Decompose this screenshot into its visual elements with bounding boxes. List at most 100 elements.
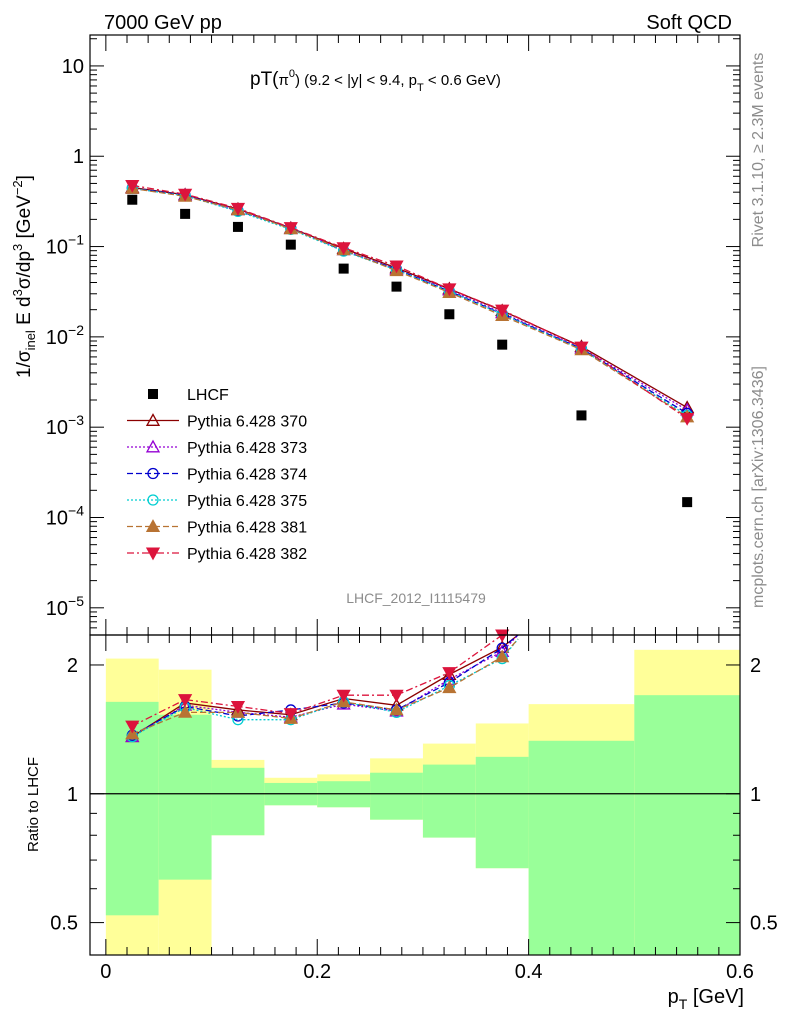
x-tick-label: 0.2	[303, 961, 331, 983]
x-axis-label: pT [GeV]	[668, 986, 744, 1012]
series-6-point	[283, 222, 298, 235]
legend-marker-2	[145, 439, 161, 453]
series-6-point	[336, 242, 351, 256]
main-plot-frame	[89, 34, 741, 636]
series-6-point	[178, 188, 193, 202]
legend-marker-3	[147, 467, 159, 480]
ratio-series-6-point	[442, 667, 457, 680]
x-tick-label: 0.4	[515, 961, 543, 983]
main-y-tick-label: 10−3	[46, 412, 84, 439]
series-6-point	[125, 179, 140, 193]
series-line-3	[132, 187, 688, 414]
legend-entry-5: Pythia 6.428 381	[127, 519, 307, 537]
legend-label-5: Pythia 6.428 381	[187, 520, 307, 537]
legend-marker-1	[145, 413, 161, 426]
main-y-tick-label: 10	[62, 56, 84, 78]
data-point	[682, 497, 693, 508]
legend-entry-4: Pythia 6.428 375	[127, 493, 307, 510]
series-line-2	[132, 187, 688, 411]
data-point	[576, 410, 587, 421]
data-point	[180, 208, 191, 219]
legend-label-data: LHCF	[187, 387, 229, 404]
rivet-info-label: Rivet 3.1.10, ≥ 2.3M events	[750, 53, 767, 248]
legend-entry-1: Pythia 6.428 370	[127, 413, 307, 431]
y-axis-label: 1/σinel E d3σ/dp3 [GeV−2]	[10, 175, 38, 378]
legend: LHCF Pythia 6.428 370 Pythia 6.428 373 Pyth…	[127, 387, 307, 563]
band-green	[158, 714, 212, 880]
ratio-series-6-point	[283, 708, 298, 721]
ratio-series-5-point	[178, 705, 193, 718]
series-line-1	[132, 186, 688, 409]
band-green	[370, 772, 423, 820]
header-right-label: Soft QCD	[646, 12, 732, 34]
axis-ticks	[90, 35, 741, 955]
ratio-series-line-2	[131, 634, 519, 738]
data-point	[497, 339, 508, 350]
legend-marker-4	[147, 494, 159, 506]
ratio-y-tick-label-left: 2	[67, 655, 78, 677]
data-point	[338, 263, 349, 274]
legend-entry-6: Pythia 6.428 382	[127, 546, 307, 563]
series-line-6	[132, 184, 688, 419]
ratio-series-5-point	[389, 702, 404, 716]
ratio-y-tick-label-left: 0.5	[50, 913, 78, 935]
series-6-point	[680, 412, 695, 426]
ratio-series-5-point	[495, 649, 510, 663]
data-point	[285, 239, 296, 250]
legend-entry-2: Pythia 6.428 373	[127, 439, 307, 457]
ratio-y-axis-label: Ratio to LHCF	[25, 757, 42, 852]
watermark-label: LHCF_2012_I1115479	[346, 590, 486, 606]
series-6-point	[442, 283, 457, 297]
ratio-series-6-point	[389, 689, 404, 703]
ratio-plot-frame	[89, 634, 741, 956]
x-tick-label: 0.6	[726, 961, 754, 983]
ratio-series-group	[125, 629, 519, 743]
data-point	[444, 309, 455, 320]
series-line-5	[132, 187, 688, 418]
legend-label-1: Pythia 6.428 370	[187, 414, 307, 431]
plot-title: pT(π0) (9.2 < |y| < 9.4, pT < 0.6 GeV)	[250, 68, 501, 94]
ratio-series-5-point	[442, 680, 457, 694]
ratio-series-6-point	[125, 720, 140, 734]
legend-entry-3: Pythia 6.428 374	[127, 467, 307, 484]
ratio-y-tick-label-left: 1	[67, 784, 78, 806]
header-left-label: 7000 GeV pp	[104, 12, 222, 34]
main-y-tick-label: 10−5	[46, 593, 84, 620]
legend-label-2: Pythia 6.428 373	[187, 440, 307, 457]
band-green	[422, 764, 476, 838]
main-series-group	[125, 179, 695, 426]
data-points-group	[127, 194, 693, 508]
main-y-tick-label: 10−2	[46, 322, 84, 349]
band-green	[634, 695, 740, 955]
series-6-point	[574, 341, 589, 355]
source-info-label: mcplots.cern.ch [arXiv:1306.3436]	[750, 366, 767, 608]
legend-entry-data: LHCF	[148, 387, 229, 404]
legend-label-3: Pythia 6.428 374	[187, 467, 307, 484]
ratio-uncertainty-bands	[105, 649, 740, 955]
series-6-point	[230, 202, 246, 216]
band-green	[211, 767, 265, 836]
data-point	[391, 281, 402, 292]
ratio-y-tick-label-right: 2	[750, 655, 761, 677]
data-point	[232, 221, 243, 232]
axis-tick-labels: 10 1 10−1 10−2 10−3 10−4 10−5 0.5 0.5 1 1 2 2 0 0.2 0.4…	[46, 56, 778, 983]
main-y-tick-label: 10−4	[46, 502, 84, 529]
legend-marker-6	[145, 547, 161, 561]
ratio-y-tick-label-right: 0.5	[750, 913, 778, 935]
ratio-series-6-point	[336, 689, 351, 703]
band-green	[475, 756, 529, 869]
series-6-point	[389, 260, 404, 274]
data-point	[127, 194, 138, 205]
series-6-point	[495, 304, 510, 318]
series-line-4	[132, 187, 688, 416]
legend-label-4: Pythia 6.428 375	[187, 493, 307, 510]
legend-marker-5	[145, 519, 161, 532]
ratio-series-6-point	[178, 694, 193, 707]
legend-label-6: Pythia 6.428 382	[187, 546, 307, 563]
ratio-y-tick-label-right: 1	[750, 784, 761, 806]
main-y-tick-label: 1	[73, 146, 84, 168]
main-y-tick-label: 10−1	[46, 232, 84, 259]
ratio-series-6-point	[230, 700, 246, 714]
legend-marker-data	[148, 389, 158, 399]
